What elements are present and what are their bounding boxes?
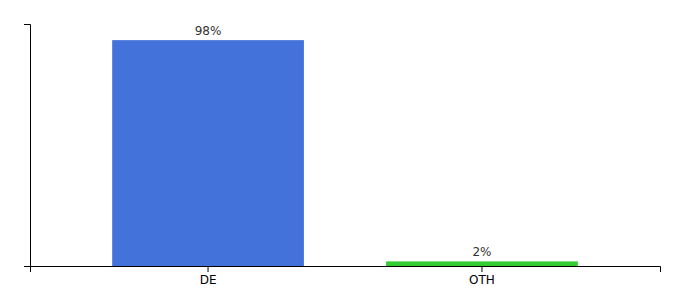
data-labels: 98% 2%	[195, 24, 492, 259]
data-label: 98%	[195, 24, 222, 38]
y-axis	[24, 25, 31, 267]
x-tick: DE	[200, 266, 217, 287]
x-axis-line	[31, 267, 661, 273]
x-tick: OTH	[469, 266, 495, 287]
data-label: 2%	[472, 245, 491, 259]
y-axis-line	[24, 25, 31, 267]
x-tick-mark	[208, 266, 209, 272]
bar	[112, 40, 304, 266]
chart: DE OTH 98% 2%	[0, 0, 680, 300]
plot: DE OTH 98% 2%	[24, 24, 661, 286]
x-axis: DE OTH	[31, 266, 661, 287]
bar	[386, 261, 578, 266]
x-tick-label: DE	[200, 273, 217, 287]
bars	[112, 40, 578, 266]
x-tick-label: OTH	[469, 273, 495, 287]
x-tick-mark	[481, 266, 482, 272]
